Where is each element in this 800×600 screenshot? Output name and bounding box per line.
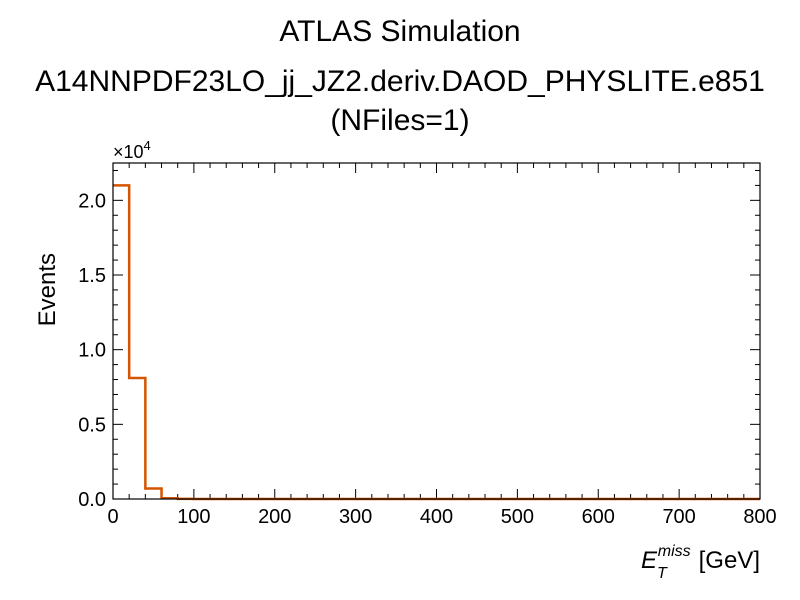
plot-frame: [112, 162, 761, 500]
chart-title-line-3: (NFiles=1): [330, 104, 470, 137]
x-tick-label: 200: [258, 506, 291, 528]
x-tick-label: 700: [662, 506, 695, 528]
y-multiplier-exponent: 4: [144, 138, 151, 153]
y-axis-label: Events: [34, 253, 61, 326]
y-multiplier-base: ×10: [113, 142, 144, 162]
x-tick-label: 600: [582, 506, 615, 528]
x-tick-label: 300: [339, 506, 372, 528]
y-tick-label: 1.0: [78, 340, 106, 362]
x-tick-label: 500: [501, 506, 534, 528]
x-axis-symbol-sub: T: [657, 565, 668, 582]
x-axis-unit: [GeV]: [699, 547, 760, 574]
chart-title-line-1: ATLAS Simulation: [279, 15, 521, 48]
x-tick-label: 800: [743, 506, 776, 528]
tick-marks: [112, 163, 761, 500]
y-multiplier: ×104: [113, 138, 151, 162]
x-tick-label: 100: [177, 506, 210, 528]
x-tick-labels: 0 100 200 300 400 500 600 700 800: [107, 506, 776, 528]
histogram-series-line: [113, 184, 760, 501]
y-tick-labels: 0.0 0.5 1.0 1.5 2.0: [78, 190, 106, 511]
y-tick-label: 0.5: [78, 414, 106, 436]
x-axis-symbol-base: E: [641, 547, 658, 574]
x-axis-label: ETmiss [GeV]: [641, 543, 760, 582]
x-tick-label: 400: [420, 506, 453, 528]
y-tick-label: 2.0: [78, 190, 106, 212]
x-axis-symbol-sup: miss: [658, 543, 691, 560]
y-tick-label: 0.0: [78, 489, 106, 511]
chart-title-line-2: A14NNPDF23LO_jj_JZ2.deriv.DAOD_PHYSLITE.…: [35, 65, 765, 98]
x-tick-label: 0: [107, 506, 118, 528]
y-tick-label: 1.5: [78, 265, 106, 287]
